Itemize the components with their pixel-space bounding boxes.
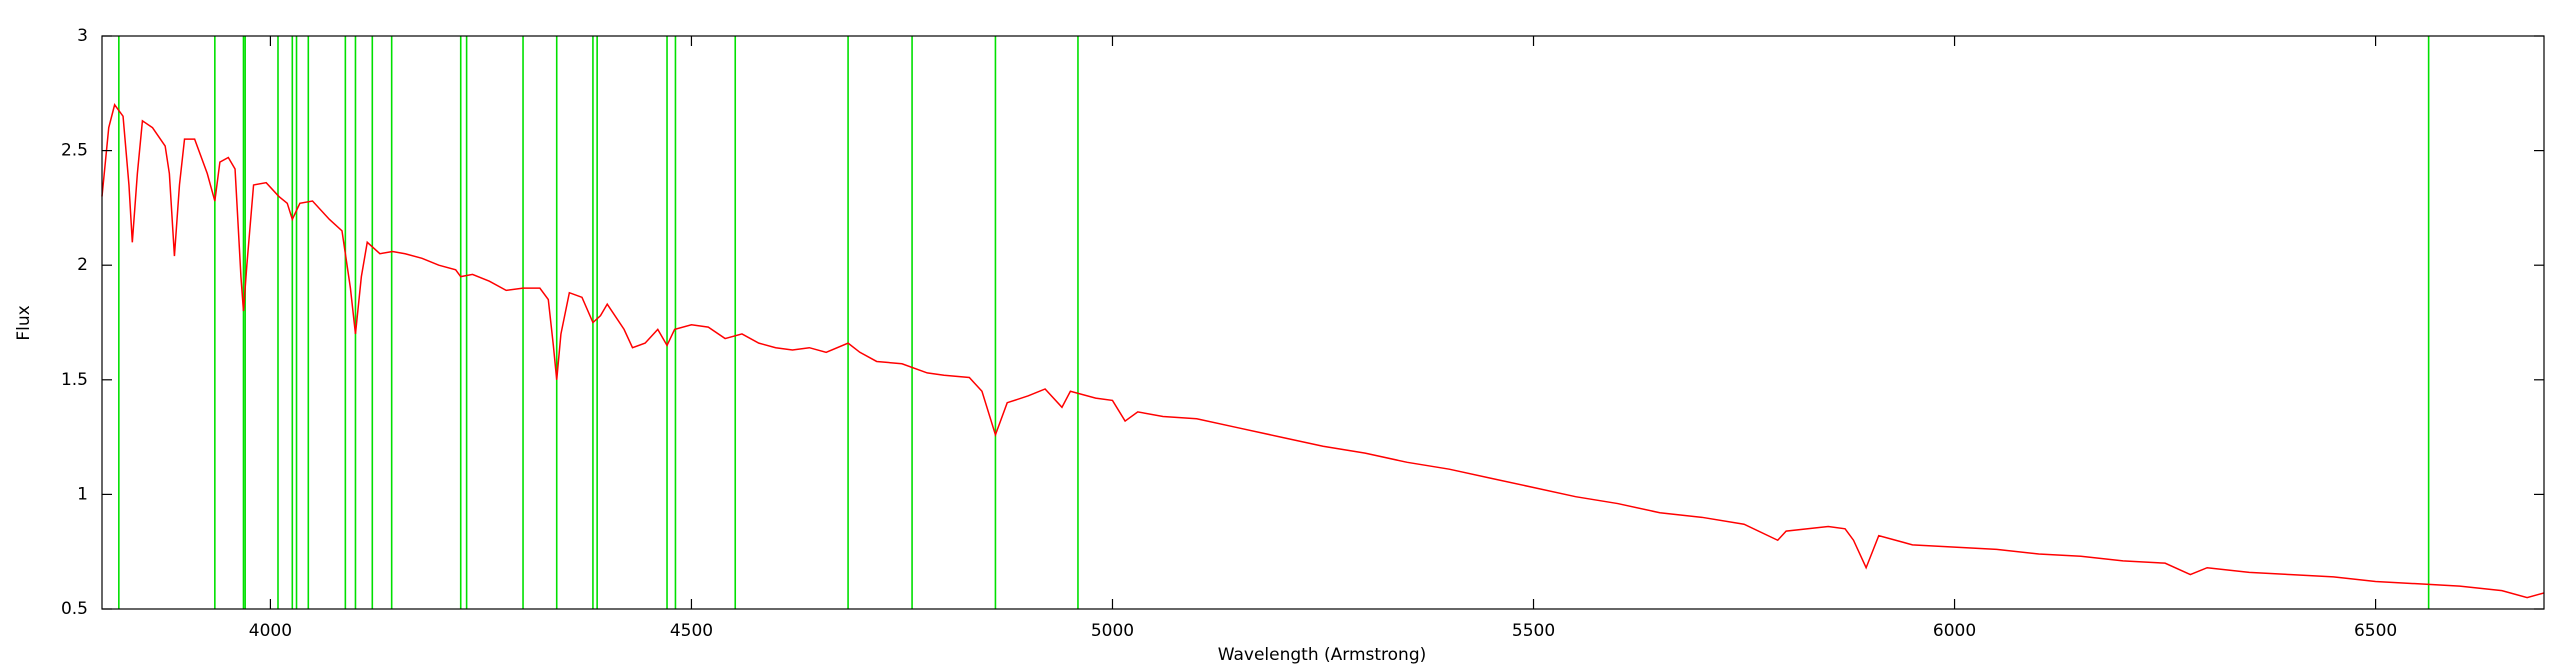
x-tick-label: 5000 [1091, 621, 1134, 641]
y-tick-label: 0.5 [61, 599, 88, 619]
x-tick-label: 6000 [1933, 621, 1976, 641]
y-tick-label: 1 [77, 484, 88, 504]
y-tick-label: 1.5 [61, 370, 88, 390]
plot-frame [101, 35, 2545, 610]
x-axis-title: Wavelength (Armstrong) [1218, 645, 1427, 665]
y-axis-title: Flux [14, 305, 34, 340]
x-tick-label: 4000 [249, 621, 292, 641]
x-tick-label: 4500 [670, 621, 713, 641]
x-tick-label: 6500 [2354, 621, 2397, 641]
y-tick-label: 2 [77, 255, 88, 275]
spectrum-line [101, 103, 2545, 599]
y-tick-label: 2.5 [61, 141, 88, 161]
y-tick-label: 3 [77, 26, 88, 46]
x-tick-label: 5500 [1512, 621, 1555, 641]
